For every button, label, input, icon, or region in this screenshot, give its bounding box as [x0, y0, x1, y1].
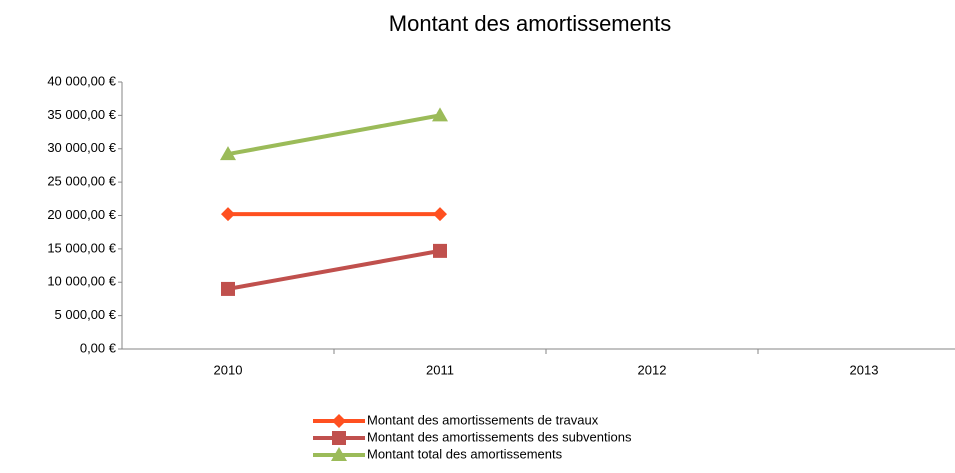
legend-marker [332, 431, 346, 445]
y-tick-label: 5 000,00 € [55, 307, 117, 322]
x-tick-label: 2010 [214, 362, 243, 377]
data-point [221, 207, 235, 222]
x-tick-label: 2011 [426, 362, 454, 377]
legend-label: Montant total des amortissements [367, 446, 563, 461]
y-tick-label: 10 000,00 € [47, 274, 116, 289]
y-tick-label: 25 000,00 € [47, 174, 116, 189]
data-point [221, 281, 235, 296]
x-tick-label: 2012 [638, 362, 667, 377]
data-point [433, 243, 447, 258]
y-tick-label: 15 000,00 € [47, 240, 116, 255]
data-point [433, 207, 447, 222]
legend-marker [331, 447, 347, 461]
y-tick-label: 20 000,00 € [47, 207, 116, 222]
legend-marker [332, 414, 346, 428]
chart-title: Montant des amortissements [389, 11, 671, 36]
y-tick-label: 30 000,00 € [47, 140, 116, 155]
data-point [432, 107, 448, 122]
y-tick-label: 35 000,00 € [47, 107, 116, 122]
y-tick-label: 0,00 € [80, 340, 117, 355]
x-tick-label: 2013 [850, 362, 879, 377]
series-line [227, 248, 441, 291]
series-line [227, 113, 441, 157]
legend-label: Montant des amortissements des subventio… [367, 429, 632, 444]
legend-label: Montant des amortissements de travaux [367, 412, 599, 427]
y-tick-label: 40 000,00 € [47, 73, 116, 88]
data-point [220, 146, 236, 161]
